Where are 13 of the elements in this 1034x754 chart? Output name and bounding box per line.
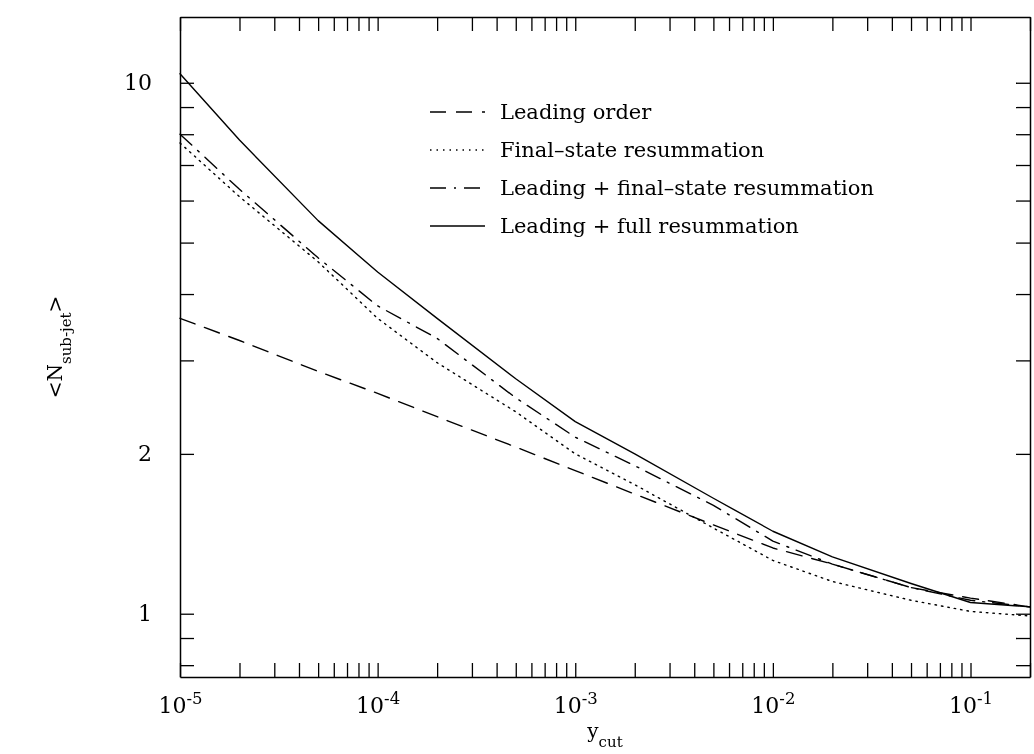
x-tick-label: 10$^{-4}$ [356, 688, 401, 718]
x-axis-title: y$_{cut}$ [586, 719, 623, 751]
legend-label: Leading + full resummation [500, 214, 799, 238]
y-tick-label: 2 [138, 441, 152, 467]
x-tick-label: 10$^{-5}$ [158, 688, 203, 718]
legend-label: Leading order [500, 100, 653, 124]
x-tick-label: 10$^{-3}$ [553, 688, 598, 718]
legend-label: Final–state resummation [500, 138, 765, 162]
x-tick-label: 10$^{-1}$ [948, 688, 994, 718]
y-tick-label: 10 [124, 70, 152, 96]
x-tick-label: 10$^{-2}$ [751, 688, 796, 718]
legend-label: Leading + final–state resummation [500, 176, 874, 200]
y-tick-label: 1 [138, 601, 152, 627]
